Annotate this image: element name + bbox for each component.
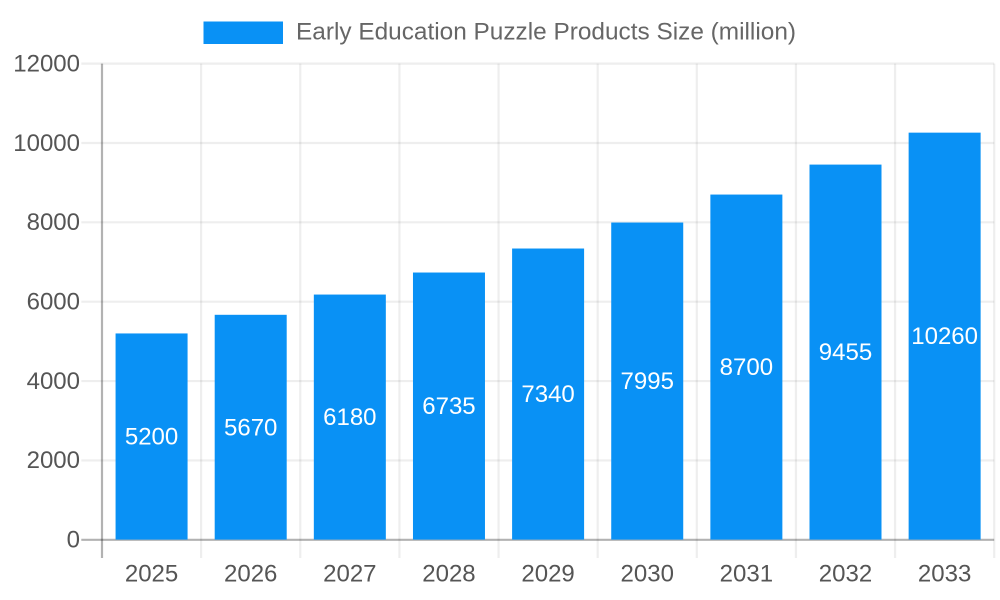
- svg-text:6735: 6735: [422, 393, 475, 420]
- svg-text:2000: 2000: [27, 447, 80, 474]
- svg-text:7340: 7340: [521, 381, 574, 408]
- svg-text:5670: 5670: [224, 414, 277, 441]
- svg-text:8700: 8700: [720, 354, 773, 381]
- svg-text:9455: 9455: [819, 339, 872, 366]
- svg-text:2025: 2025: [125, 561, 178, 588]
- svg-text:2026: 2026: [224, 561, 277, 588]
- svg-text:6180: 6180: [323, 404, 376, 431]
- svg-text:8000: 8000: [27, 209, 80, 236]
- svg-text:0: 0: [67, 527, 80, 554]
- svg-text:7995: 7995: [621, 368, 674, 395]
- svg-text:Early Education Puzzle Product: Early Education Puzzle Products Size (mi…: [296, 19, 796, 46]
- svg-text:5200: 5200: [125, 424, 178, 451]
- svg-text:10000: 10000: [13, 130, 80, 157]
- svg-text:2032: 2032: [819, 561, 872, 588]
- svg-text:10260: 10260: [911, 323, 978, 350]
- svg-text:12000: 12000: [13, 50, 80, 77]
- svg-text:4000: 4000: [27, 368, 80, 395]
- svg-text:2027: 2027: [323, 561, 376, 588]
- svg-text:2028: 2028: [422, 561, 475, 588]
- svg-text:2031: 2031: [720, 561, 773, 588]
- svg-text:2033: 2033: [918, 561, 971, 588]
- svg-text:2030: 2030: [621, 561, 674, 588]
- svg-text:6000: 6000: [27, 289, 80, 316]
- svg-text:2029: 2029: [521, 561, 574, 588]
